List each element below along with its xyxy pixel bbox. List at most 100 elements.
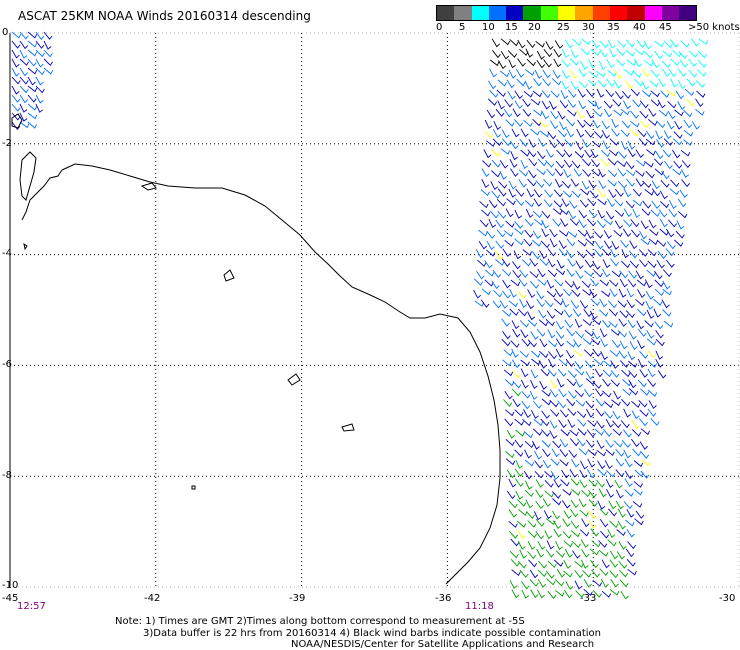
wind-barb — [675, 90, 685, 100]
wind-barb — [495, 259, 505, 266]
wind-barb — [606, 78, 615, 87]
wind-barb — [495, 240, 505, 249]
wind-barb — [635, 178, 645, 187]
wind-barb — [653, 308, 662, 318]
wind-barb — [613, 390, 621, 400]
wind-barb — [611, 339, 621, 349]
wind-barb — [639, 369, 648, 378]
wind-barb — [503, 369, 514, 377]
wind-barb — [574, 570, 584, 579]
wind-barb — [589, 310, 598, 320]
wind-barb — [549, 420, 558, 429]
wind-barb — [677, 80, 686, 90]
wind-barb — [597, 198, 607, 206]
wind-barb — [614, 70, 623, 80]
wind-barb — [508, 59, 516, 69]
wind-barb — [500, 38, 511, 46]
wind-barb — [545, 549, 555, 558]
wind-barb — [502, 290, 511, 299]
wind-barb — [505, 451, 515, 459]
wind-barb — [611, 240, 620, 250]
wind-barb — [498, 180, 508, 189]
wind-barb — [607, 69, 617, 77]
wind-barb — [607, 39, 616, 49]
wind-barb — [609, 288, 618, 298]
wind-barb — [631, 410, 640, 420]
wind-barb — [533, 419, 544, 426]
wind-barb — [565, 581, 574, 590]
wind-barb — [496, 229, 506, 238]
wind-barb — [11, 121, 21, 131]
wind-barb — [686, 98, 695, 107]
wind-barb — [519, 569, 529, 578]
wind-barb — [529, 258, 539, 267]
wind-barb — [525, 69, 535, 76]
wind-barb — [580, 559, 589, 569]
wind-barb — [509, 158, 518, 168]
wind-barb — [658, 78, 667, 88]
wind-barb — [625, 519, 635, 527]
wind-barb — [674, 120, 683, 130]
wind-barb — [514, 449, 524, 457]
wind-barb — [547, 131, 557, 140]
wind-barb — [657, 99, 666, 109]
wind-barb — [603, 218, 613, 226]
wind-barb — [639, 409, 649, 417]
wind-barb — [508, 520, 518, 528]
wind-barb — [517, 39, 526, 49]
wind-barb — [550, 458, 560, 466]
wind-barb — [608, 508, 617, 517]
wind-barb — [570, 438, 579, 447]
wind-barb — [542, 78, 552, 87]
wind-barb — [631, 420, 640, 430]
wind-barb — [531, 358, 541, 366]
wind-barb — [517, 290, 527, 299]
wind-barb — [481, 168, 490, 178]
wind-barb — [555, 338, 565, 347]
wind-barb — [602, 268, 611, 278]
wind-barb — [515, 429, 525, 437]
wind-barb — [588, 59, 596, 69]
wind-barb — [508, 478, 517, 488]
wind-barb — [545, 318, 555, 327]
wind-barb — [605, 449, 615, 457]
wind-barb — [27, 49, 38, 57]
wind-barb — [595, 398, 605, 407]
wind-barb — [489, 68, 498, 78]
wind-barb — [598, 168, 606, 178]
wind-barb — [577, 119, 586, 129]
wind-barb — [623, 219, 633, 228]
wind-barb — [19, 67, 29, 77]
wind-barb — [519, 549, 527, 559]
wind-barb — [654, 40, 665, 48]
wind-barb — [549, 399, 559, 408]
wind-barb — [505, 119, 515, 127]
wind-barb — [650, 69, 660, 78]
wind-barb — [553, 58, 562, 68]
wind-barb — [502, 331, 511, 340]
wind-barb — [663, 138, 673, 146]
wind-barb — [517, 499, 527, 507]
wind-barb — [506, 490, 516, 500]
wind-barb — [532, 118, 542, 127]
wind-barb — [586, 89, 595, 98]
wind-barb — [19, 49, 28, 59]
legend-color-swatch — [454, 6, 472, 20]
wind-barb — [599, 328, 608, 338]
wind-barb — [546, 279, 555, 289]
wind-barb — [540, 429, 550, 437]
wind-barb — [644, 189, 654, 196]
wind-barb — [614, 220, 624, 230]
wind-barb — [523, 409, 532, 419]
wind-barb — [567, 89, 577, 98]
wind-barb — [473, 278, 484, 286]
wind-barb — [554, 168, 564, 177]
wind-barb — [576, 410, 587, 419]
wind-barb — [520, 368, 529, 378]
wind-barb — [679, 59, 688, 68]
wind-barb — [27, 94, 37, 103]
wind-barb — [579, 479, 588, 489]
wind-barb — [631, 438, 640, 448]
wind-barb — [515, 459, 523, 469]
